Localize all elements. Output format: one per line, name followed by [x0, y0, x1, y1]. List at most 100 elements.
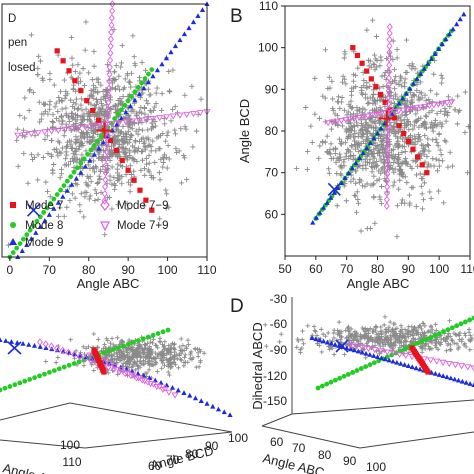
- cloud-point: [277, 339, 282, 345]
- cloud-point: [428, 324, 434, 330]
- y-tick-label: 80: [265, 124, 279, 138]
- cloud-point: [328, 156, 334, 162]
- legend-diamond-marker-icon: [100, 199, 110, 211]
- mode-8-point: [135, 85, 141, 90]
- cloud-point: [22, 95, 28, 101]
- cloud-point: [162, 363, 167, 368]
- cloud-point: [422, 92, 428, 98]
- cloud-point: [351, 192, 358, 198]
- mode-7-9-point: [107, 42, 114, 50]
- cloud-point: [397, 329, 403, 334]
- mode-8-point: [88, 147, 94, 153]
- cloud-point: [80, 116, 86, 122]
- cloud-point: [353, 209, 360, 215]
- cloud-point: [53, 100, 59, 106]
- cloud-point: [77, 139, 83, 146]
- cloud-point: [398, 328, 403, 334]
- cloud-point: [457, 330, 463, 336]
- panel-a-series: [7, 0, 211, 260]
- cloud-point: [62, 95, 68, 101]
- mode-8-point: [345, 371, 351, 377]
- cloud-point: [145, 341, 150, 346]
- cloud-point: [423, 341, 429, 346]
- y-tick-label: 90: [265, 82, 279, 96]
- cloud-point: [400, 161, 406, 167]
- cloud-point: [47, 70, 53, 76]
- mode-8-point: [129, 93, 134, 99]
- cloud-point: [147, 344, 152, 349]
- cloud-point: [136, 116, 143, 122]
- cloud-point: [391, 159, 397, 166]
- cloud-point: [94, 111, 100, 117]
- cloud-point: [149, 362, 155, 367]
- cloud-point: [410, 126, 416, 132]
- cloud-point: [350, 111, 357, 117]
- mode-8-point: [12, 382, 18, 388]
- cloud-point: [410, 332, 415, 338]
- mode-7-9-point: [107, 49, 114, 57]
- mode-7-9-point: [108, 28, 115, 36]
- cloud-point: [370, 61, 376, 67]
- cloud-point: [331, 335, 337, 341]
- cloud-point: [92, 187, 98, 193]
- cloud-point: [360, 166, 366, 172]
- mode-9-point: [457, 16, 463, 22]
- cloud-point: [401, 125, 407, 131]
- mode-9-point: [19, 248, 25, 253]
- cloud-point: [125, 128, 131, 134]
- cloud-point: [128, 108, 134, 114]
- mode-7-plus-9-point: [108, 121, 116, 128]
- cloud-point: [168, 346, 174, 351]
- cloud-point: [81, 111, 87, 117]
- cloud-point: [330, 105, 336, 112]
- cloud-point: [120, 93, 126, 100]
- cloud-point: [397, 177, 403, 183]
- cloud-point: [121, 139, 127, 146]
- cloud-point: [381, 73, 388, 79]
- cloud-point: [161, 152, 168, 158]
- cloud-point: [360, 325, 365, 331]
- cloud-point: [463, 344, 469, 350]
- cloud-point: [412, 133, 418, 139]
- x-tick-label: 80: [371, 262, 385, 276]
- cloud-point: [426, 148, 432, 154]
- cloud-point: [168, 356, 173, 361]
- cloud-point: [151, 337, 156, 342]
- cloud-point: [164, 132, 170, 139]
- cloud-point: [343, 150, 350, 156]
- cloud-point: [156, 134, 162, 140]
- cloud-point: [164, 165, 170, 171]
- cloud-point: [31, 154, 38, 160]
- cloud-point: [301, 341, 306, 346]
- cloud-point: [27, 87, 33, 93]
- cloud-point: [412, 66, 418, 72]
- cloud-point: [98, 189, 104, 196]
- mode-9-point: [8, 339, 15, 344]
- mode-9-point: [463, 379, 469, 385]
- cloud-point: [193, 128, 200, 134]
- cloud-point: [26, 88, 33, 94]
- mode-7-point: [354, 52, 361, 59]
- mode-8-point: [17, 380, 23, 386]
- cloud-point: [61, 77, 67, 83]
- mode-7-plus-9-point: [373, 112, 381, 119]
- mode-7-plus-9-point: [110, 363, 118, 371]
- cloud-point: [369, 169, 375, 175]
- mode-7-9-point: [103, 147, 110, 156]
- mode-8-point: [71, 361, 77, 366]
- cloud-point: [141, 362, 147, 367]
- cloud-point: [68, 145, 75, 152]
- cloud-point: [124, 140, 131, 146]
- cloud-point: [66, 184, 72, 190]
- mode-8-point: [106, 348, 112, 354]
- cloud-point: [163, 138, 169, 144]
- cloud-point: [163, 187, 169, 193]
- mode-9-point: [347, 346, 354, 352]
- mode-7-point: [410, 146, 416, 152]
- cloud-point: [390, 346, 396, 351]
- cloud-point: [370, 339, 375, 344]
- cloud-point: [116, 141, 123, 148]
- mode-7-plus-9-point: [75, 125, 83, 132]
- mode-8-point: [115, 111, 121, 117]
- mode-7-9-point: [105, 363, 112, 371]
